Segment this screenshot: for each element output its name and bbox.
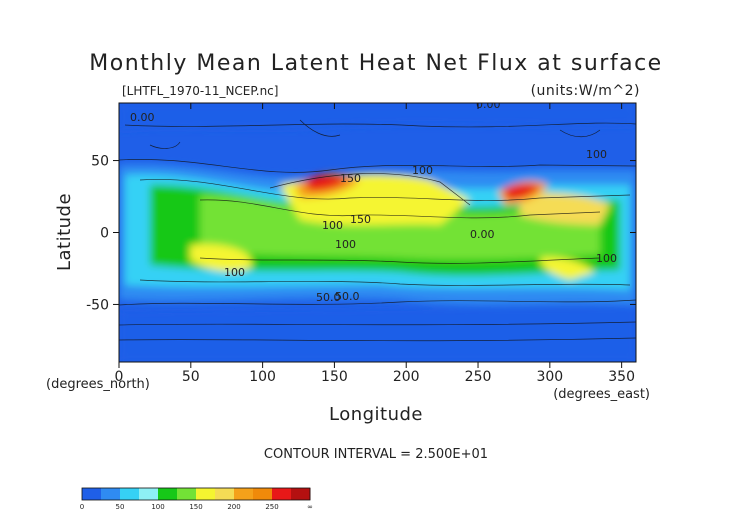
y-unit-label: (degrees_north) (46, 377, 150, 392)
colorbar-swatch (139, 488, 159, 500)
colorbar-swatch (196, 488, 216, 500)
colorbar-swatch (234, 488, 254, 500)
contour-label: 50.0 (335, 290, 360, 303)
colorbar-swatch (177, 488, 197, 500)
x-tick-label: 350 (608, 369, 635, 385)
y-tick-label: -50 (86, 297, 109, 313)
colorbar-tick-label: ∞ (307, 503, 313, 511)
contour-interval: CONTOUR INTERVAL = 2.500E+01 (264, 447, 488, 462)
chart-title: Monthly Mean Latent Heat Net Flux at sur… (89, 51, 662, 76)
colorbar-tick-label: 200 (227, 503, 240, 511)
y-tick-label: 50 (91, 154, 109, 170)
colorbar-swatch (253, 488, 273, 500)
x-tick-label: 0 (115, 369, 124, 385)
x-unit-label: (degrees_east) (553, 387, 650, 402)
contour-label: 100 (335, 238, 356, 251)
x-tick-label: 250 (465, 369, 492, 385)
chart-subtitle-units: (units:W/m^2) (531, 83, 640, 99)
contour-label: 100 (586, 148, 607, 161)
contour-label: 150 (350, 213, 371, 226)
contour-labels: 0.00 0.00 100 100 100 100 150 150 100 50… (130, 98, 617, 304)
colorbar-tick-label: 50 (116, 503, 125, 511)
colorbar-swatch (272, 488, 292, 500)
colorbar-swatch (101, 488, 121, 500)
colorbar-tick-label: 150 (189, 503, 202, 511)
contour-label: 0.00 (470, 228, 495, 241)
colorbar-swatch (82, 488, 102, 500)
contour-label: 0.00 (130, 111, 155, 124)
colorbar-tick-label: 250 (265, 503, 278, 511)
x-tick-label: 200 (393, 369, 420, 385)
colorbar-tick-label: 0 (80, 503, 84, 511)
colorbar-swatch (158, 488, 178, 500)
contour-label: 100 (412, 164, 433, 177)
contour-label: 150 (340, 172, 361, 185)
x-axis: 0 50 100 150 200 250 300 350 (115, 103, 635, 385)
plot-area: 0.00 0.00 100 100 100 100 150 150 100 50… (118, 98, 637, 363)
map-field: 0.00 0.00 100 100 100 100 150 150 100 50… (119, 98, 636, 362)
x-axis-title: Longitude (329, 404, 423, 425)
y-tick-label: 0 (100, 226, 109, 242)
y-axis-title: Latitude (54, 193, 75, 271)
contour-label: 100 (596, 252, 617, 265)
y-axis: 50 0 -50 (86, 154, 636, 313)
x-tick-label: 150 (321, 369, 348, 385)
colorbar-tick-label: 100 (151, 503, 164, 511)
x-tick-label: 50 (182, 369, 200, 385)
chart-subtitle-file: [LHTFL_1970-11_NCEP.nc] (122, 84, 278, 98)
x-tick-label: 100 (249, 369, 276, 385)
colorbar: 0 50 100 150 200 250 ∞ (80, 487, 313, 511)
contour-label: 100 (224, 266, 245, 279)
x-tick-label: 300 (536, 369, 563, 385)
colorbar-swatch (120, 488, 140, 500)
contour-lines (119, 119, 636, 342)
colorbar-frame (81, 487, 311, 501)
contour-label: 100 (322, 219, 343, 232)
contour-label: 0.00 (476, 98, 501, 111)
colorbar-swatch (215, 488, 235, 500)
contour-label: 50.0 (316, 291, 341, 304)
colorbar-swatch (291, 488, 311, 500)
